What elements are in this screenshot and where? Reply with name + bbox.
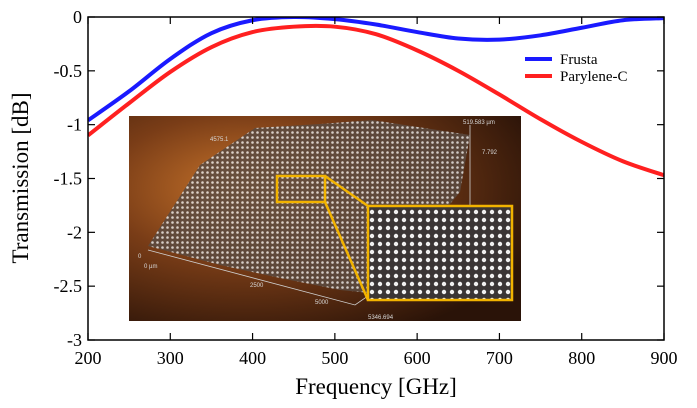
zoom-detail-box [366, 204, 514, 302]
y-tick-label: -3 [67, 330, 82, 350]
x-tick-label: 700 [486, 348, 513, 368]
inset-label-0: 4575.1 [210, 137, 229, 143]
inset-label-2: 7.792 [482, 150, 498, 156]
legend-label-parylene: Parylene-C [560, 69, 627, 85]
y-tick-label: -1.5 [54, 169, 83, 189]
y-tick-label: -2 [67, 222, 82, 242]
zoom-connector-bottom [323, 201, 370, 301]
inset-image: 4575.1 519.583 µm 7.792 0 0 µm 2500 5000… [129, 116, 521, 321]
series-line-parylene-c [88, 23, 664, 178]
x-tick-label: 800 [568, 348, 595, 368]
x-tick-label: 600 [404, 348, 431, 368]
series-line-frusta [88, 17, 664, 122]
x-tick-label: 200 [75, 348, 102, 368]
x-tick-label: 300 [157, 348, 184, 368]
y-axis-title: Transmission [dB] [8, 92, 33, 263]
x-tick-label: 500 [321, 348, 348, 368]
inset-label-6: 5000 [315, 300, 329, 306]
inset-label-1: 519.583 µm [463, 120, 495, 126]
y-tick-label: -2.5 [54, 276, 83, 296]
inset-label-4: 0 µm [144, 264, 157, 270]
inset-label-7: 5346.694 [368, 315, 394, 321]
y-tick-label: -1 [67, 115, 82, 135]
y-tick-label: -0.5 [54, 61, 83, 81]
inset-label-3: 0 [138, 254, 142, 260]
tick-layer: 200 300 400 500 600 700 800 900 0 -0.5 -1 -1.5 -2 -2.… [54, 7, 678, 368]
y-tick-label: 0 [73, 7, 82, 27]
legend: Frusta Parylene-C [525, 52, 627, 85]
x-tick-label: 400 [239, 348, 266, 368]
legend-label-frusta: Frusta [560, 52, 598, 68]
x-tick-label: 900 [651, 348, 678, 368]
zoom-source-box [275, 174, 327, 204]
x-axis-title: Frequency [GHz] [295, 374, 457, 399]
series-layer [88, 17, 664, 178]
inset-label-5: 2500 [250, 283, 264, 289]
zoom-connector-top [324, 174, 369, 208]
zoom-detail-image [368, 206, 512, 300]
